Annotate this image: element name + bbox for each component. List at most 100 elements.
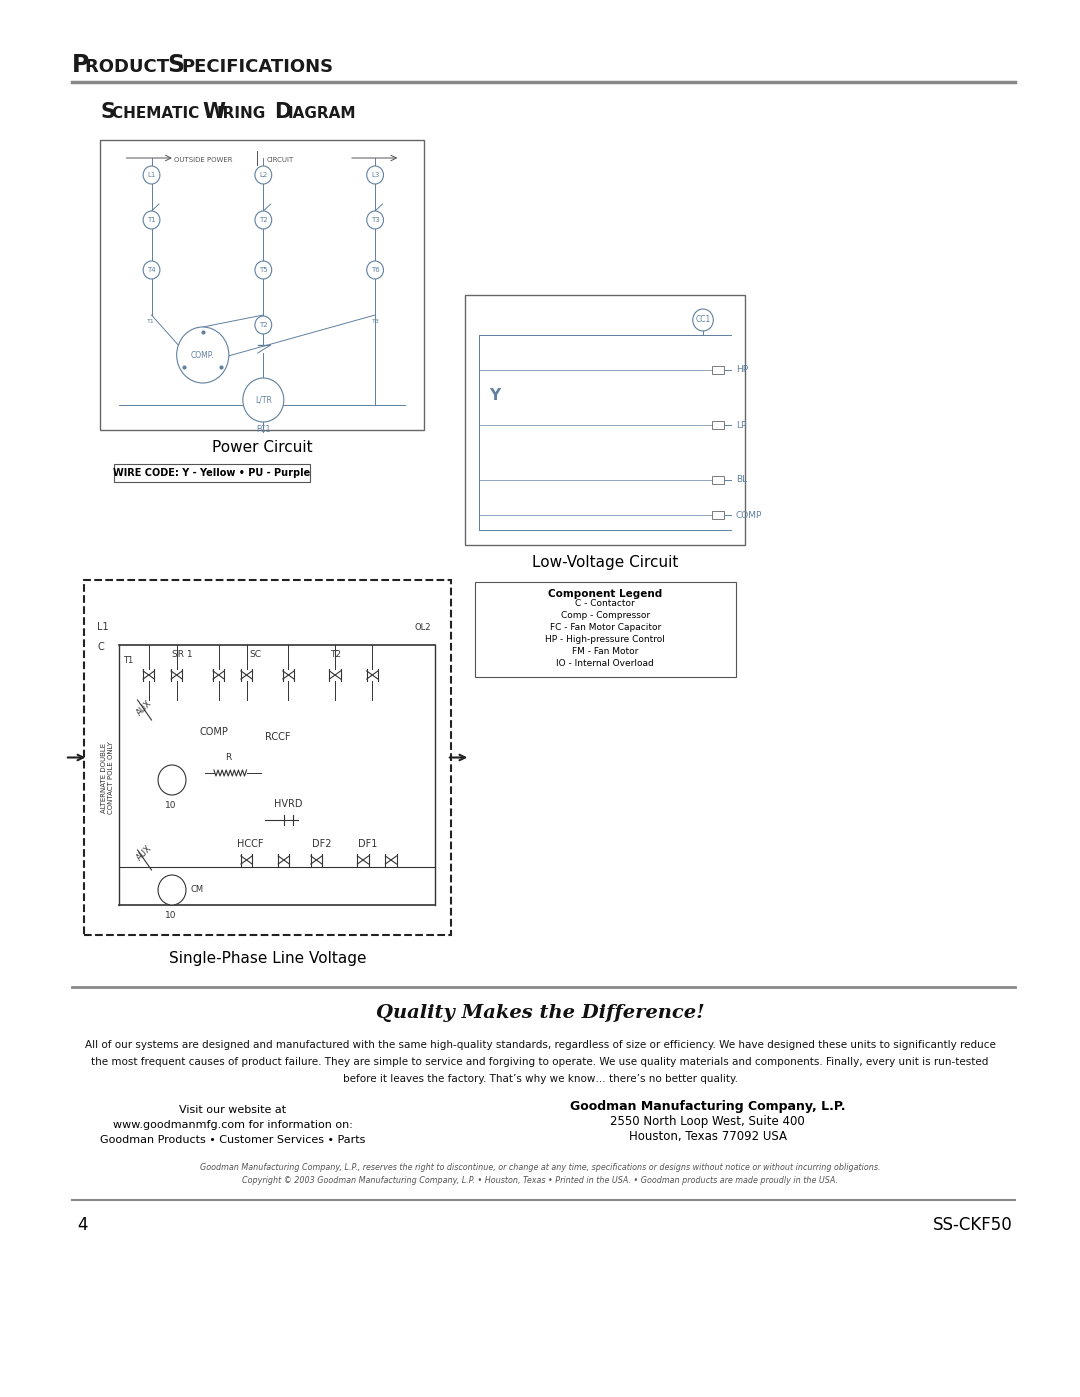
- Circle shape: [255, 261, 272, 279]
- Text: L2: L2: [259, 172, 268, 177]
- Text: IAGRAM: IAGRAM: [287, 106, 356, 122]
- Circle shape: [243, 379, 284, 422]
- Text: W: W: [203, 102, 226, 122]
- Text: P: P: [72, 53, 90, 77]
- Text: Single-Phase Line Voltage: Single-Phase Line Voltage: [168, 951, 366, 965]
- Text: CHEMATIC: CHEMATIC: [112, 106, 205, 122]
- Text: DF1: DF1: [359, 840, 378, 849]
- Text: T2: T2: [260, 319, 269, 324]
- Text: D: D: [274, 102, 292, 122]
- Text: HP - High-pressure Control: HP - High-pressure Control: [545, 636, 665, 644]
- Text: T1: T1: [123, 657, 133, 665]
- Text: Comp - Compressor: Comp - Compressor: [561, 612, 650, 620]
- Text: S: S: [167, 53, 185, 77]
- Bar: [713, 476, 724, 483]
- Text: FC1: FC1: [256, 425, 270, 434]
- Text: L3: L3: [370, 172, 379, 177]
- Text: before it leaves the factory. That’s why we know… there’s no better quality.: before it leaves the factory. That’s why…: [342, 1074, 738, 1084]
- Circle shape: [144, 166, 160, 184]
- Text: www.goodmanmfg.com for information on:: www.goodmanmfg.com for information on:: [112, 1120, 352, 1130]
- Text: T1: T1: [147, 217, 156, 224]
- Text: All of our systems are designed and manufactured with the same high-quality stan: All of our systems are designed and manu…: [84, 1039, 996, 1051]
- Bar: [465, 295, 745, 545]
- Text: S: S: [100, 102, 116, 122]
- Text: T1: T1: [147, 319, 154, 324]
- Text: WIRE CODE: Y - Yellow • PU - Purple: WIRE CODE: Y - Yellow • PU - Purple: [113, 468, 311, 478]
- Text: T4: T4: [147, 267, 156, 272]
- Text: Goodman Manufacturing Company, L.P., reserves the right to discontinue, or chang: Goodman Manufacturing Company, L.P., res…: [200, 1162, 880, 1172]
- Text: HVRD: HVRD: [274, 799, 303, 809]
- Text: T6: T6: [370, 267, 379, 272]
- Text: T2: T2: [330, 650, 341, 659]
- Text: AUX: AUX: [135, 698, 153, 717]
- Text: T2: T2: [259, 217, 268, 224]
- Circle shape: [367, 261, 383, 279]
- Circle shape: [177, 327, 229, 383]
- Text: T5: T5: [259, 267, 268, 272]
- Text: C - Contactor: C - Contactor: [576, 599, 635, 609]
- Text: ALTERNATE DOUBLE: ALTERNATE DOUBLE: [102, 742, 107, 813]
- Text: HCCF: HCCF: [238, 840, 264, 849]
- Text: T3: T3: [373, 319, 380, 324]
- Bar: [114, 464, 310, 482]
- Circle shape: [144, 211, 160, 229]
- Text: CONTACT POLE ONLY: CONTACT POLE ONLY: [108, 740, 114, 814]
- Text: AUX: AUX: [135, 844, 153, 862]
- Circle shape: [158, 875, 186, 905]
- Text: DF2: DF2: [312, 840, 332, 849]
- Text: 10: 10: [164, 800, 176, 810]
- Text: CIRCUIT: CIRCUIT: [267, 156, 294, 163]
- Text: FM - Fan Motor: FM - Fan Motor: [572, 647, 638, 657]
- Text: L1: L1: [97, 622, 109, 631]
- Text: BL: BL: [735, 475, 746, 485]
- Text: Y: Y: [489, 388, 500, 402]
- Bar: [713, 420, 724, 429]
- Text: Goodman Products • Customer Services • Parts: Goodman Products • Customer Services • P…: [99, 1134, 365, 1146]
- Text: 10: 10: [164, 911, 176, 921]
- Text: Component Legend: Component Legend: [548, 590, 662, 599]
- Bar: [83, 580, 451, 935]
- Circle shape: [144, 261, 160, 279]
- Text: SC: SC: [249, 650, 261, 659]
- Bar: [713, 511, 724, 520]
- Text: COMP.: COMP.: [191, 351, 215, 359]
- Text: Power Circuit: Power Circuit: [212, 440, 312, 455]
- Text: CC1: CC1: [696, 316, 711, 324]
- Text: HP: HP: [735, 366, 747, 374]
- Text: T2: T2: [259, 321, 268, 328]
- Text: OL2: OL2: [415, 623, 431, 631]
- Bar: [713, 366, 724, 374]
- Circle shape: [367, 211, 383, 229]
- Text: Copyright © 2003 Goodman Manufacturing Company, L.P. • Houston, Texas • Printed : Copyright © 2003 Goodman Manufacturing C…: [242, 1176, 838, 1185]
- Circle shape: [158, 766, 186, 795]
- Circle shape: [367, 166, 383, 184]
- Bar: [475, 583, 735, 678]
- Text: Goodman Manufacturing Company, L.P.: Goodman Manufacturing Company, L.P.: [570, 1099, 846, 1113]
- Text: IO - Internal Overload: IO - Internal Overload: [556, 659, 654, 669]
- Text: R: R: [225, 753, 231, 761]
- Text: Quality Makes the Difference!: Quality Makes the Difference!: [376, 1004, 704, 1023]
- Text: SS-CKF50: SS-CKF50: [932, 1215, 1012, 1234]
- Text: Visit our website at: Visit our website at: [179, 1105, 286, 1115]
- Circle shape: [692, 309, 713, 331]
- Text: PECIFICATIONS: PECIFICATIONS: [181, 59, 334, 75]
- Text: 4: 4: [77, 1215, 87, 1234]
- Text: L/TR: L/TR: [255, 395, 272, 405]
- Circle shape: [255, 166, 272, 184]
- Text: T3: T3: [370, 217, 379, 224]
- Text: LP: LP: [735, 420, 746, 429]
- Text: FC - Fan Motor Capacitor: FC - Fan Motor Capacitor: [550, 623, 661, 633]
- Text: OUTSIDE POWER: OUTSIDE POWER: [174, 156, 232, 163]
- Circle shape: [255, 316, 272, 334]
- Bar: [100, 140, 423, 430]
- Text: COMP: COMP: [735, 510, 762, 520]
- Circle shape: [255, 211, 272, 229]
- Text: RCCF: RCCF: [266, 732, 291, 742]
- Text: Low-Voltage Circuit: Low-Voltage Circuit: [532, 555, 678, 570]
- Text: L1: L1: [147, 172, 156, 177]
- Text: RODUCT: RODUCT: [85, 59, 176, 75]
- Text: IRING: IRING: [217, 106, 270, 122]
- Text: C: C: [97, 643, 105, 652]
- Text: Houston, Texas 77092 USA: Houston, Texas 77092 USA: [629, 1130, 786, 1143]
- Text: CM: CM: [191, 886, 204, 894]
